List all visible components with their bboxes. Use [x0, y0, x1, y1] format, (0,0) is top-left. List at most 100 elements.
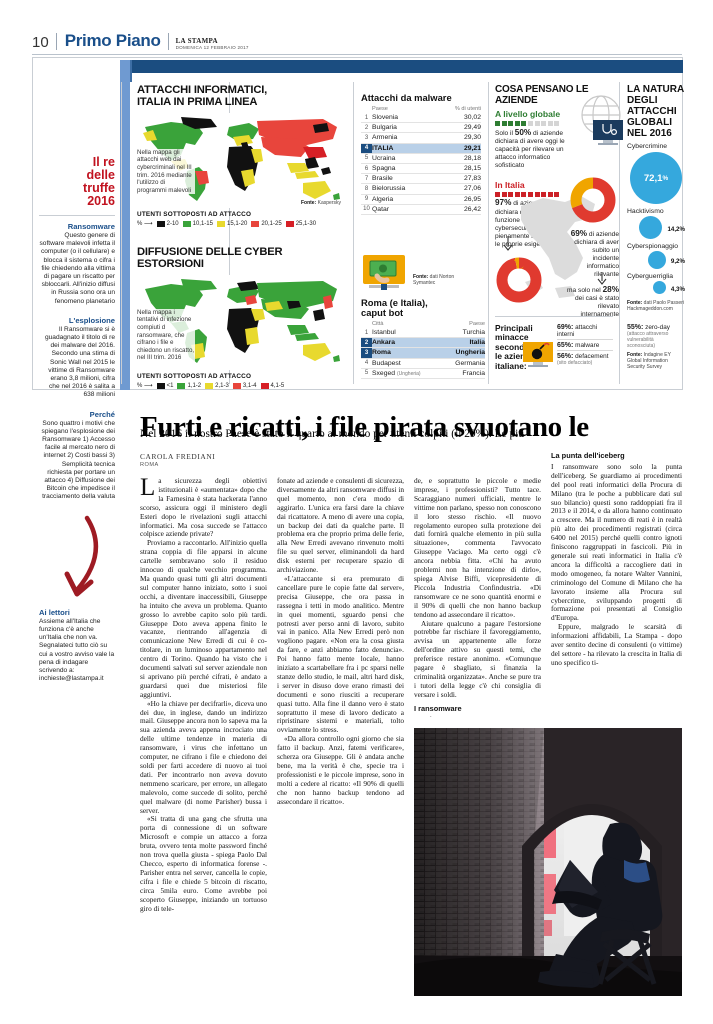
separator-1 [121, 82, 122, 384]
companies-title: COSA PENSANO LE AZIENDE [495, 84, 589, 106]
body-column-2: fonate ad aziende e consulenti di sicure… [277, 477, 404, 997]
map-attacks-title: ATTACCHI INFORMATICI, ITALIA IN PRIMA LI… [137, 84, 268, 109]
paragraph: Eppure, malgrado le scarsità di informaz… [551, 622, 682, 667]
nature-panel: LA NATURA DEGLI ATTACCHI GLOBALI NEL 201… [627, 84, 685, 312]
column-subhead: La punta dell'iceberg [551, 452, 625, 460]
money-screen-icon [361, 254, 407, 292]
folio-divider [55, 33, 57, 50]
donut-right-text: 69% di aziende dichiara di aver subito u… [570, 229, 619, 279]
promo-block-1: L'esplosione Il Ransomware si è guadagna… [39, 316, 115, 400]
threats-heading: Principali minacce secondo le aziende it… [495, 323, 536, 371]
bomb-screen-icon [523, 342, 553, 368]
promo-divider-1 [39, 215, 115, 216]
legend-prefix: % ⟶ [137, 221, 153, 228]
col-country: Paese [372, 106, 388, 112]
legend-item: 4,1-5 [260, 382, 284, 389]
paragraph: de, e soprattutto le piccole e medie imp… [414, 477, 541, 619]
nature-label: Cyberspionaggio [627, 243, 679, 250]
nature-label: Cybercrimine [627, 143, 668, 150]
global-dot-scale [495, 121, 613, 126]
table-row: 2 Bulgaria 29,49 [361, 122, 481, 134]
promo-heading: L'esplosione [68, 315, 115, 325]
infographic: Il re delle truffe 2016 Ransomware Quest… [33, 58, 685, 682]
section-title: Primo Piano [64, 31, 161, 50]
donut-chart-97 [495, 256, 543, 304]
table-header-row: Paese % di utenti [361, 106, 481, 113]
table-row: 5 Sxeged (Ungheria) Francia [361, 368, 485, 379]
separator-5 [619, 82, 620, 384]
readers-heading: Ai lettori [39, 607, 70, 617]
nature-bubble-shape [639, 216, 663, 239]
curved-arrow-icon [39, 512, 115, 608]
table-row-highlighted: 4 ITALIA 29,21 [361, 143, 481, 154]
paragraph: «L'attaccante si era premurato di cancel… [277, 573, 404, 735]
table-malware-grid: Paese % di utenti 1 Slovenia 30,02 2 Bulgar… [361, 106, 481, 215]
legend-item: 2,1-3 [205, 382, 229, 389]
table-row: 4 Budapest Germania [361, 358, 485, 369]
legend-item: 15,1-20 [216, 220, 247, 227]
paragraph: I ransomware sono solo la punta dell'ice… [551, 461, 682, 623]
infographic-blue-band [120, 60, 683, 73]
legend-item: 20,1-25 [251, 220, 282, 227]
nature-source: Fonte: dati Paolo Passeri Hackmageddon.c… [627, 300, 684, 312]
col-num [361, 106, 372, 113]
promo-text: Sono quattro i motivi che spiegano l'esp… [41, 419, 115, 501]
nature-bubble-shape [647, 251, 666, 269]
paper-identity: LA STAMPA DOMENICA 12 FEBBRAIO 2017 [169, 38, 249, 51]
promo-heading: Perché [89, 409, 115, 419]
readers-text: Assieme all'Italia che funziona c'è anch… [39, 617, 115, 683]
table-row: 5 Ucraina 28,18 [361, 153, 481, 164]
map-ransom-legend: % ⟶ <1 1,1-2 2,1-3 3,1-4 4,1-5 [137, 382, 343, 389]
table-row: 8 Bielorussia 27,06 [361, 183, 481, 195]
nature-bubble-value: 4,3% [670, 285, 685, 293]
promo-text: Questo genere di software malevoli infet… [39, 232, 116, 305]
global-text: Solo il 50% di aziende dichiara di avere… [495, 127, 565, 169]
byline-name: Carola Frediani [140, 452, 216, 461]
table-bot-source: Fonte: dati Norton Symantec [413, 274, 455, 286]
map-ransom-image: Nella mappa i tentativi di infezione com… [137, 274, 343, 370]
body-column-4: La punta dell'iceberg I ransomware sono … [551, 452, 682, 717]
paper-name: LA STAMPA [175, 37, 218, 46]
map-attacks-note: Nella mappa gli attacchi web dai cybercr… [137, 148, 195, 195]
promo-block-2: Perché Sono quattro i motivi che spiegan… [39, 410, 115, 502]
promo-title: Il re delle truffe 2016 [83, 155, 115, 208]
table-bot: Roma (e Italia), caput bot Città Paese 1… [361, 298, 485, 379]
table-malware-title: Attacchi da malware [361, 92, 452, 103]
legend-item: <1 [156, 382, 173, 389]
masthead: 10 Primo Piano LA STAMPA DOMENICA 12 FEB… [32, 27, 682, 51]
down-arrow-icon-2 [503, 236, 513, 251]
byline: Carola Frediani ROMA [140, 452, 215, 468]
map-ransom-legend-title: UTENTI SOTTOPOSTI AD ATTACCO [137, 372, 252, 380]
global-heading: A livello globale [495, 109, 561, 119]
legend-item: 1,1-2 [177, 382, 201, 389]
legend-item: 25,1-30 [285, 220, 316, 227]
zeroday-note: (attacco attraverso vulnerabilità sconos… [627, 331, 669, 349]
separator-3 [353, 82, 354, 384]
table-row-highlighted: 3 Roma Ungheria [361, 347, 485, 359]
table-row-highlighted: 2 Ankara Italia [361, 337, 485, 349]
italy-dot-scale [495, 191, 613, 197]
col-country: Paese [469, 321, 485, 327]
map-attacks-image: Nella mappa gli attacchi web dai cybercr… [137, 112, 343, 208]
monitor-stethoscope-icon [593, 120, 623, 146]
down-arrow-icon [597, 272, 607, 285]
companies-divider [495, 316, 613, 317]
byline-city: ROMA [140, 462, 159, 468]
nature-bubble-value: 9,2% [670, 258, 685, 265]
paragraph: «Si tratta di una gang che sfrutta una p… [140, 814, 267, 913]
nature-label: Cyberguerriglia [627, 273, 674, 280]
masthead-rule [32, 54, 682, 55]
col-num [361, 321, 372, 328]
table-row: 3 Armenia 29,30 [361, 132, 481, 144]
paragraph: Alla fine del 2016 l'Italia era nella ro… [414, 715, 541, 717]
page-folio: 10 [32, 34, 49, 51]
infographic-blue-column [120, 60, 130, 390]
nature-bubble-shape [652, 281, 666, 294]
table-row: 9 Algeria 26,95 [361, 194, 481, 205]
map-ransom-note: Nella mappa i tentativi di infezione com… [137, 308, 195, 362]
legend-item: 3,1-4 [232, 382, 257, 389]
